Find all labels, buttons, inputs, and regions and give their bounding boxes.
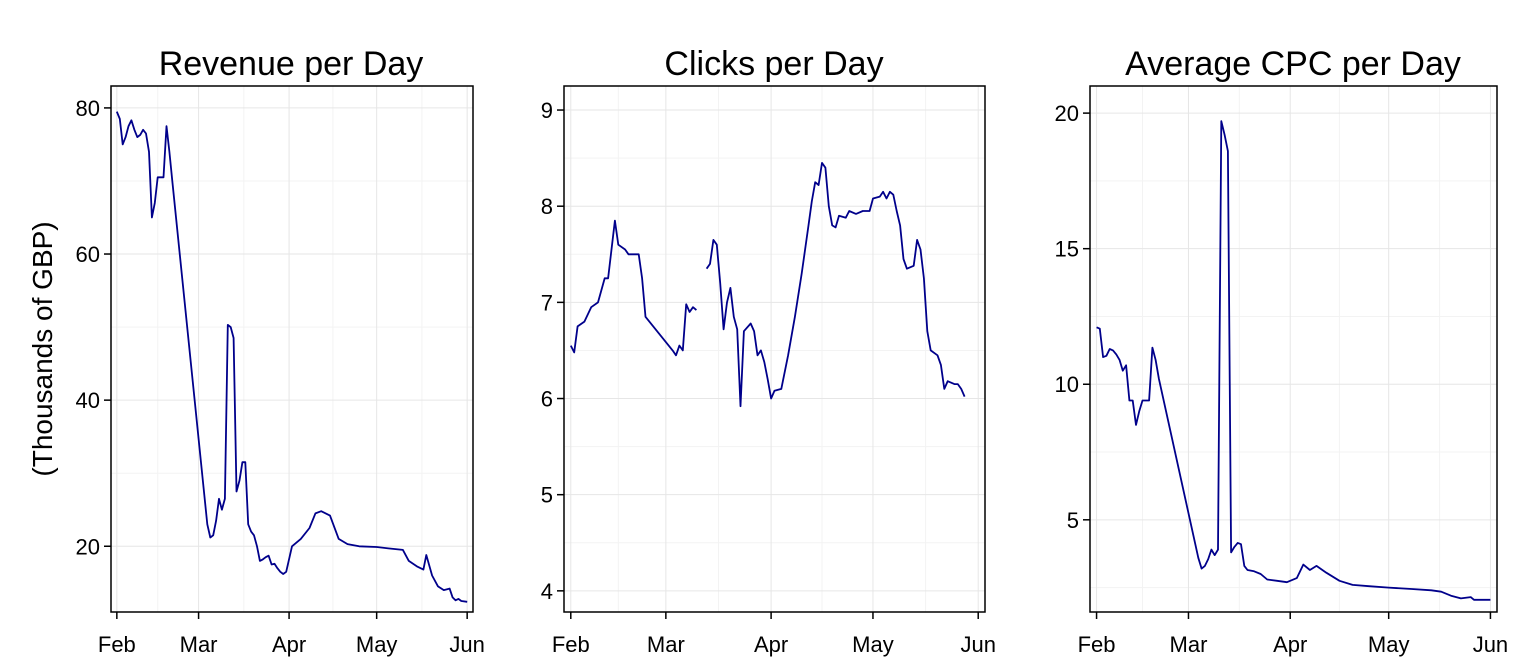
series-line — [569, 219, 697, 357]
x-tick-label: Jun — [449, 632, 484, 657]
series-line — [705, 162, 966, 408]
x-tick-label: Feb — [552, 632, 590, 657]
y-axis-title: (Thousands of GBP) — [27, 221, 58, 476]
y-tick-label: 5 — [541, 483, 553, 508]
x-tick-label: May — [852, 632, 894, 657]
x-tick-label: Mar — [180, 632, 218, 657]
x-tick-label: Apr — [1273, 632, 1307, 657]
plot-frame — [110, 85, 474, 613]
y-tick-label: 20 — [1055, 101, 1079, 126]
y-tick-label: 4 — [541, 579, 553, 604]
chart-title: Clicks per Day — [664, 45, 883, 83]
y-tick-label: 8 — [541, 194, 553, 219]
x-tick-label: Jun — [1473, 632, 1508, 657]
y-tick-label: 5 — [1067, 508, 1079, 533]
x-tick-label: May — [1368, 632, 1410, 657]
x-tick-label: Jun — [960, 632, 995, 657]
chart-title: Revenue per Day — [159, 45, 424, 83]
x-tick-label: Mar — [647, 632, 685, 657]
clicks-panel: Clicks per Day 4 5 6 7 8 9 Feb Mar Apr May Jun — [541, 45, 996, 657]
y-tick-label: 6 — [541, 387, 553, 412]
x-tick-label: May — [356, 632, 398, 657]
grid — [111, 86, 473, 612]
x-tick-label: Apr — [754, 632, 788, 657]
y-tick-label: 60 — [76, 242, 100, 267]
x-tick-label: Mar — [1170, 632, 1208, 657]
y-tick-label: 7 — [541, 290, 553, 315]
x-tick-label: Feb — [1078, 632, 1116, 657]
chart-title: Average CPC per Day — [1125, 45, 1461, 83]
y-tick-label: 9 — [541, 98, 553, 123]
x-tick-label: Feb — [98, 632, 136, 657]
series-line — [115, 111, 468, 603]
revenue-panel: Revenue per Day 20 40 60 80 Feb Mar Apr May Jun — [76, 45, 485, 657]
y-tick-label: 15 — [1055, 237, 1079, 262]
grid — [1090, 86, 1497, 612]
plot-frame — [1089, 85, 1498, 613]
y-tick-label: 40 — [76, 388, 100, 413]
y-tick-label: 10 — [1055, 372, 1079, 397]
y-tick-label: 20 — [76, 534, 100, 559]
x-tick-label: Apr — [272, 632, 306, 657]
plot-frame — [563, 85, 986, 613]
y-tick-label: 80 — [76, 96, 100, 121]
cpc-panel: Average CPC per Day 5 10 15 20 Feb Mar Apr May J… — [1055, 45, 1509, 657]
series-line — [1096, 120, 1491, 601]
